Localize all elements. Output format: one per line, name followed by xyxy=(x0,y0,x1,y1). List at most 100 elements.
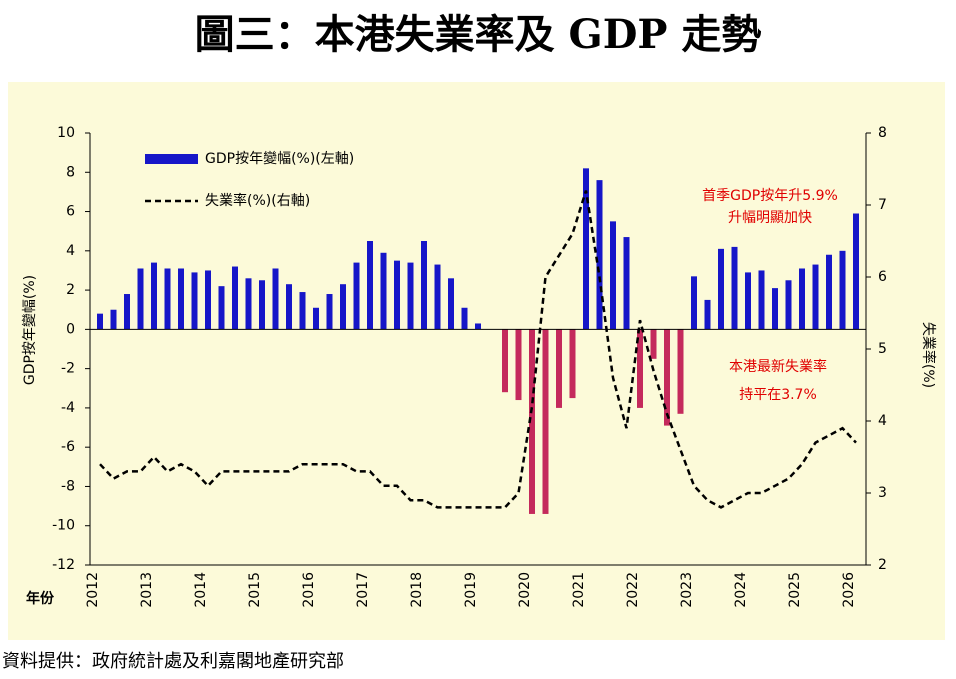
x-tick-label: 2017 xyxy=(355,572,371,608)
x-tick-label: 2013 xyxy=(139,572,155,608)
bar xyxy=(826,254,832,330)
bar xyxy=(542,329,549,514)
y-axis-label: GDP按年變幅(%) xyxy=(22,275,38,385)
bar xyxy=(421,241,427,330)
bar xyxy=(110,309,117,330)
x-tick-label: 2018 xyxy=(409,572,425,608)
bar xyxy=(245,278,252,330)
y2-axis-label: 失業率(%) xyxy=(920,322,937,388)
x-tick-label: 2020 xyxy=(517,572,533,608)
chart-title: 圖三：本港失業率及 GDP 走勢 xyxy=(195,11,762,58)
bar xyxy=(191,272,198,330)
y-tick-label: 6 xyxy=(66,204,75,220)
y2-tick-label: 2 xyxy=(878,557,887,573)
bar xyxy=(718,248,724,330)
bar xyxy=(137,268,144,330)
y-tick-label: -10 xyxy=(52,518,75,534)
x-tick-label: 2024 xyxy=(733,572,749,608)
bar xyxy=(704,299,711,330)
y2-tick-label: 3 xyxy=(878,485,887,501)
bar xyxy=(610,221,616,330)
bar xyxy=(799,268,805,330)
unemployment-line xyxy=(99,190,857,509)
x-tick-label: 2016 xyxy=(301,572,317,608)
bar xyxy=(353,262,360,330)
x-tick-label: 2021 xyxy=(571,572,587,608)
bar xyxy=(218,286,225,330)
bar xyxy=(299,292,306,330)
bar xyxy=(380,252,387,330)
bar xyxy=(677,329,684,414)
bar xyxy=(407,262,414,330)
y-tick-label: 10 xyxy=(57,125,75,141)
bar xyxy=(434,264,441,330)
x-tick-label: 2026 xyxy=(841,572,857,608)
x-tick-label: 2019 xyxy=(463,572,479,608)
bar xyxy=(650,329,657,359)
chart-area xyxy=(8,82,945,640)
y-tick-label: 0 xyxy=(66,321,75,337)
bar xyxy=(691,276,697,330)
y-tick-label: -12 xyxy=(52,557,75,573)
bar xyxy=(151,262,157,330)
x-tick-label: 2014 xyxy=(193,572,209,608)
y-tick-label: -2 xyxy=(61,361,75,377)
bar xyxy=(839,250,846,330)
x-tick-label: 2022 xyxy=(625,572,641,608)
bar xyxy=(664,329,670,426)
bar xyxy=(394,260,400,330)
bar xyxy=(772,288,778,330)
y2-tick-label: 7 xyxy=(878,197,887,213)
annotation: 升幅明顯加快 xyxy=(728,210,812,226)
bar xyxy=(623,237,630,330)
y-tick-label: -6 xyxy=(61,439,75,455)
bar xyxy=(853,213,859,330)
bar xyxy=(340,284,346,330)
bar xyxy=(758,270,765,330)
source: 資料提供：政府統計處及利嘉閣地產研究部 xyxy=(2,651,344,672)
annotation: 持平在3.7% xyxy=(739,387,817,403)
y-tick-label: -8 xyxy=(61,478,75,494)
bar xyxy=(461,307,468,330)
bar xyxy=(164,268,171,330)
bar xyxy=(475,323,481,330)
y-tick-label: 2 xyxy=(66,282,75,298)
annotation: 首季GDP按年升5.9% xyxy=(702,188,838,204)
y-tick-label: 8 xyxy=(66,164,75,180)
x-tick-label: 2015 xyxy=(247,572,263,608)
bar xyxy=(569,329,576,399)
bar xyxy=(745,272,751,330)
bar xyxy=(259,280,265,330)
bar xyxy=(731,246,738,330)
bar xyxy=(515,329,522,401)
bar xyxy=(556,329,562,408)
bar xyxy=(583,168,589,330)
annotation: 本港最新失業率 xyxy=(729,358,827,375)
y2-tick-label: 8 xyxy=(878,125,887,141)
bar xyxy=(367,241,373,330)
bar xyxy=(448,278,454,330)
bar xyxy=(637,329,643,408)
x-tick-label: 2012 xyxy=(85,572,101,608)
x-tick-label: 2025 xyxy=(787,572,803,608)
y-tick-label: -4 xyxy=(61,400,75,416)
bar xyxy=(529,329,535,514)
bar xyxy=(326,294,333,330)
bar xyxy=(232,266,238,330)
bar xyxy=(205,270,211,330)
bar xyxy=(272,268,279,330)
legend-label: GDP按年變幅(%)(左軸) xyxy=(205,151,354,167)
bar xyxy=(178,268,184,330)
bar xyxy=(812,264,819,330)
legend-label: 失業率(%)(右軸) xyxy=(205,192,310,209)
y2-tick-label: 5 xyxy=(878,341,887,357)
bar xyxy=(313,307,319,330)
y2-tick-label: 4 xyxy=(878,413,887,429)
bar xyxy=(596,180,603,330)
bar xyxy=(785,280,792,330)
bar xyxy=(124,294,130,330)
bar xyxy=(286,284,292,330)
bar xyxy=(502,329,508,393)
x-axis-label: 年份 xyxy=(26,590,55,607)
